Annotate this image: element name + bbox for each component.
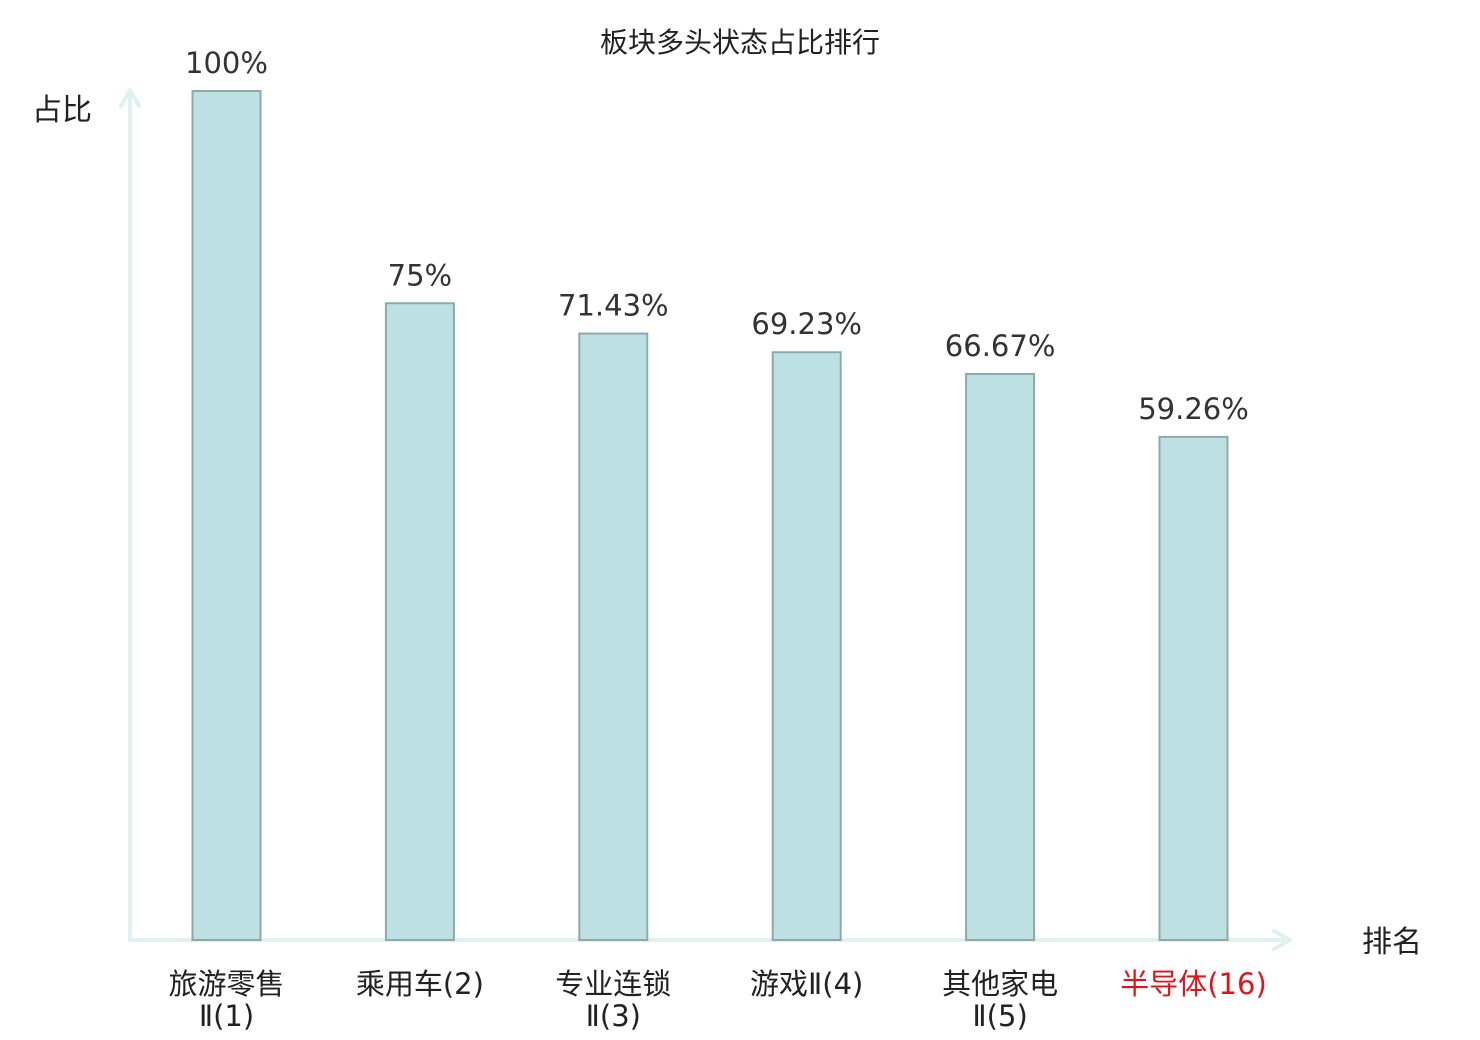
bar bbox=[384, 302, 455, 941]
bar bbox=[965, 372, 1036, 942]
x-tick-label: Ⅱ(3) bbox=[586, 999, 641, 1033]
x-tick-label: Ⅱ(1) bbox=[199, 999, 254, 1033]
bar-value-label: 75% bbox=[388, 258, 452, 292]
x-tick-label: 游戏Ⅱ(4) bbox=[750, 967, 863, 1001]
bar bbox=[578, 332, 649, 941]
bar-value-label: 66.67% bbox=[945, 329, 1056, 363]
x-tick-label: 其他家电 bbox=[942, 967, 1058, 1001]
bar-value-label: 100% bbox=[185, 46, 268, 80]
x-axis-arrow bbox=[1272, 929, 1292, 951]
x-tick-label: 旅游零售 bbox=[168, 967, 284, 1001]
x-tick-label: 半导体(16) bbox=[1120, 967, 1267, 1001]
bars bbox=[191, 90, 1229, 942]
value-labels: 100% 75% 71.43% 69.23% 66.67% 59.26% bbox=[185, 46, 1249, 426]
bar-value-label: 71.43% bbox=[558, 289, 669, 323]
y-axis-arrow bbox=[119, 88, 141, 108]
x-tick-label: Ⅱ(5) bbox=[972, 999, 1027, 1033]
bar bbox=[191, 90, 262, 941]
bar-value-label: 59.26% bbox=[1138, 392, 1249, 426]
axes bbox=[119, 88, 1292, 951]
y-axis-label: 占比 bbox=[32, 93, 92, 128]
x-tick-label: 专业连锁 bbox=[555, 967, 671, 1001]
bar bbox=[1158, 435, 1229, 941]
bar bbox=[771, 351, 842, 941]
chart-title: 板块多头状态占比排行 bbox=[600, 26, 880, 59]
x-tick-label: 乘用车(2) bbox=[356, 967, 484, 1001]
x-axis-label: 排名 bbox=[1362, 925, 1422, 960]
bar-value-label: 69.23% bbox=[751, 307, 862, 341]
